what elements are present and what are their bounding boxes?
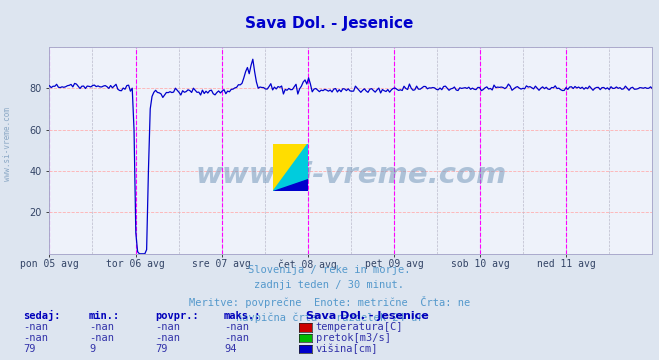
- Text: maks.:: maks.:: [224, 311, 262, 321]
- Text: 79: 79: [155, 344, 167, 354]
- Text: navpična črta - razdelek 24 ur: navpična črta - razdelek 24 ur: [236, 312, 423, 323]
- Text: Sava Dol. - Jesenice: Sava Dol. - Jesenice: [245, 16, 414, 31]
- Text: www.si-vreme.com: www.si-vreme.com: [3, 107, 13, 181]
- Text: www.si-vreme.com: www.si-vreme.com: [195, 161, 507, 189]
- Text: Sava Dol. - Jesenice: Sava Dol. - Jesenice: [306, 311, 429, 321]
- Text: -nan: -nan: [89, 323, 114, 333]
- Text: 94: 94: [224, 344, 237, 354]
- Text: -nan: -nan: [23, 323, 48, 333]
- Text: sedaj:: sedaj:: [23, 310, 61, 321]
- Text: zadnji teden / 30 minut.: zadnji teden / 30 minut.: [254, 280, 405, 291]
- Polygon shape: [273, 179, 308, 191]
- Text: -nan: -nan: [224, 333, 249, 343]
- Text: -nan: -nan: [224, 323, 249, 333]
- Text: min.:: min.:: [89, 311, 120, 321]
- Text: 79: 79: [23, 344, 36, 354]
- Text: -nan: -nan: [23, 333, 48, 343]
- Polygon shape: [273, 144, 308, 191]
- Text: Meritve: povprečne  Enote: metrične  Črta: ne: Meritve: povprečne Enote: metrične Črta:…: [189, 296, 470, 308]
- Text: temperatura[C]: temperatura[C]: [316, 323, 403, 333]
- Text: -nan: -nan: [89, 333, 114, 343]
- Text: povpr.:: povpr.:: [155, 311, 198, 321]
- Text: -nan: -nan: [155, 333, 180, 343]
- Text: 9: 9: [89, 344, 95, 354]
- Text: pretok[m3/s]: pretok[m3/s]: [316, 333, 391, 343]
- Text: Slovenija / reke in morje.: Slovenija / reke in morje.: [248, 265, 411, 275]
- Text: višina[cm]: višina[cm]: [316, 344, 378, 354]
- Text: -nan: -nan: [155, 323, 180, 333]
- Polygon shape: [273, 144, 308, 191]
